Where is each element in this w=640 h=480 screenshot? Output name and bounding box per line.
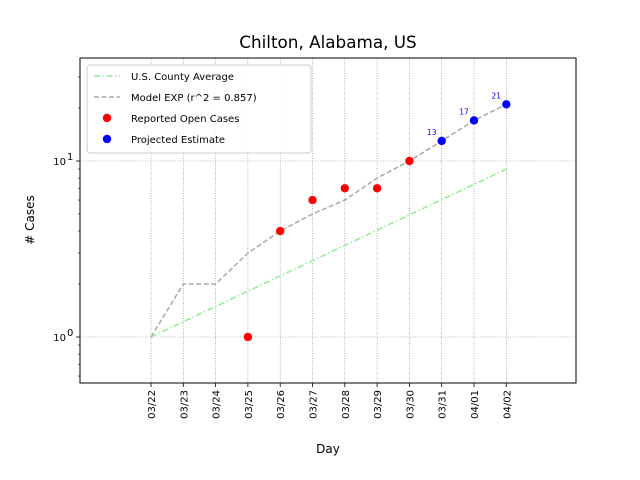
legend-entry-label: U.S. County Average bbox=[131, 72, 234, 83]
data-point bbox=[340, 184, 349, 193]
data-label: 13 bbox=[427, 128, 437, 137]
x-axis-label: Day bbox=[316, 442, 340, 456]
data-point bbox=[372, 184, 382, 193]
x-axis: 03/22 03/23 03/24 03/25 03/26 03/27 03/28 03/29… bbox=[147, 383, 513, 419]
y-tick-exponent: 1 bbox=[67, 152, 73, 163]
legend-entry-label: Reported Open Cases bbox=[131, 114, 239, 125]
y-tick-label: 10 bbox=[53, 333, 66, 344]
data-point bbox=[308, 195, 317, 205]
series-line bbox=[150, 168, 507, 338]
legend-entry-label: Model EXP (r^2 = 0.857) bbox=[131, 93, 257, 104]
legend-entry-label: Projected Estimate bbox=[131, 135, 225, 146]
legend-marker-swatch bbox=[102, 113, 112, 123]
legend: U.S. County Average Model EXP (r^2 = 0.85… bbox=[86, 64, 312, 154]
chart-title: Chilton, Alabama, US bbox=[239, 32, 416, 52]
x-tick-label: 03/26 bbox=[276, 390, 287, 419]
x-tick-label: 03/27 bbox=[309, 390, 320, 419]
x-tick-label: 03/30 bbox=[405, 390, 416, 419]
data-point bbox=[469, 116, 479, 125]
x-tick-label: 03/24 bbox=[212, 390, 223, 419]
x-tick-label: 03/31 bbox=[438, 390, 449, 419]
x-tick-label: 03/28 bbox=[341, 390, 352, 419]
data-point bbox=[502, 100, 511, 109]
legend-marker-swatch bbox=[102, 134, 112, 144]
data-point bbox=[243, 332, 253, 342]
x-tick-label: 03/29 bbox=[373, 390, 384, 419]
legend-box bbox=[86, 64, 312, 154]
data-label: 17 bbox=[459, 107, 469, 116]
series-layer: 13 17 21 bbox=[150, 91, 511, 342]
y-tick-label: 10 bbox=[53, 157, 66, 168]
data-point bbox=[276, 226, 285, 236]
x-tick-label: 03/22 bbox=[147, 390, 158, 419]
data-point bbox=[405, 156, 414, 166]
y-tick-exponent: 0 bbox=[67, 328, 73, 339]
x-tick-label: 04/02 bbox=[502, 390, 513, 419]
data-point bbox=[437, 136, 446, 146]
grid bbox=[80, 58, 576, 383]
x-tick-label: 03/23 bbox=[179, 390, 190, 419]
y-axis-label: # Cases bbox=[23, 195, 37, 245]
plot-area-frame bbox=[79, 57, 577, 384]
data-label: 21 bbox=[492, 91, 502, 100]
x-tick-label: 04/01 bbox=[470, 390, 481, 419]
x-tick-label: 03/25 bbox=[244, 390, 255, 419]
series-line bbox=[150, 103, 507, 338]
